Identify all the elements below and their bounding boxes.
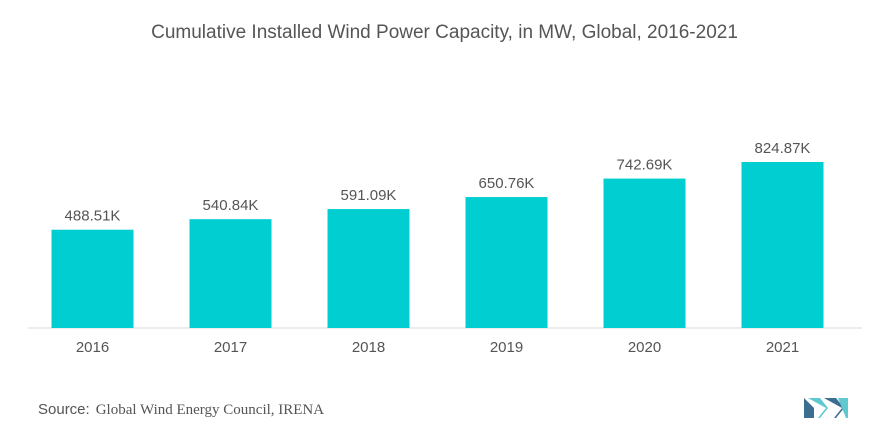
bar-2018: [327, 209, 410, 328]
x-tick-label-2019: 2019: [490, 339, 523, 356]
data-label-2020: 742.69K: [617, 157, 673, 174]
bar-2019: [465, 197, 548, 328]
data-label-2019: 650.76K: [479, 175, 535, 192]
source-text: Global Wind Energy Council, IRENA: [95, 402, 325, 418]
bars-group: 488.51K 2016 540.84K 2017 591.09K 2018 650.76K…: [51, 140, 824, 356]
bar-2021: [741, 162, 824, 328]
x-tick-label-2018: 2018: [352, 339, 385, 356]
data-label-2021: 824.87K: [755, 140, 811, 157]
x-tick-label-2021: 2021: [766, 339, 799, 356]
data-label-2017: 540.84K: [203, 197, 259, 214]
x-tick-label-2016: 2016: [76, 339, 109, 356]
mordor-logo-icon: [804, 398, 848, 418]
bar-2020: [603, 178, 686, 328]
source-note: Source: Global Wind Energy Council, IRENA: [38, 401, 324, 419]
x-tick-label-2020: 2020: [628, 339, 661, 356]
bar-chart: 488.51K 2016 540.84K 2017 591.09K 2018 650.76K…: [28, 140, 862, 356]
data-label-2016: 488.51K: [65, 208, 121, 225]
chart-title: Cumulative Installed Wind Power Capacity…: [151, 22, 738, 43]
bar-2016: [51, 229, 134, 328]
x-tick-label-2017: 2017: [214, 339, 247, 356]
data-label-2018: 591.09K: [341, 187, 397, 204]
bar-2017: [189, 219, 272, 328]
source-label: Source:: [38, 401, 90, 418]
